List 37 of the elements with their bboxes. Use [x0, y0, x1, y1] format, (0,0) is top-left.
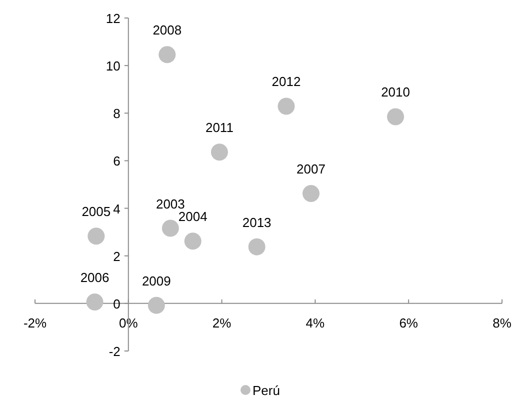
x-tick-label: 2%: [212, 315, 232, 330]
point: [387, 108, 404, 126]
x-tick-label: 8%: [492, 315, 512, 330]
point: [210, 144, 228, 161]
annotation: 2008: [152, 22, 182, 38]
point: [88, 228, 105, 245]
point: [86, 294, 104, 310]
point: [184, 232, 202, 250]
y-tick-label: -2: [108, 344, 120, 359]
x-tick-label: 6%: [399, 315, 418, 330]
annotation: 2012: [272, 74, 301, 90]
point: [162, 220, 179, 237]
annotation: 2003: [156, 196, 185, 212]
annotation: 2009: [142, 273, 171, 288]
x-tick-label: -2%: [23, 315, 47, 330]
annotation: 2011: [205, 120, 234, 136]
annotation: 2010: [381, 84, 410, 100]
annotation: 2007: [296, 162, 326, 177]
annotation: 2013: [242, 214, 272, 230]
point: [278, 98, 295, 115]
point: [158, 46, 176, 64]
y-tick-label: 8: [113, 106, 120, 122]
y-tick-label: 10: [106, 58, 120, 74]
point: [248, 238, 266, 256]
annotation: 2006: [80, 270, 110, 285]
x-tick-label: 0%: [119, 315, 138, 330]
annotation: 2005: [82, 204, 111, 220]
legend-label: Perú: [252, 383, 280, 398]
y-tick-label: 6: [113, 154, 120, 169]
point: [302, 185, 320, 202]
y-tick-label: 4: [113, 201, 120, 216]
point: [148, 296, 165, 314]
x-tick-label: 4%: [306, 315, 326, 330]
y-tick-label: 12: [106, 11, 120, 26]
y-tick-label: 2: [113, 248, 120, 264]
annotation: 2004: [178, 209, 208, 224]
y-tick-label: 0: [113, 296, 120, 312]
